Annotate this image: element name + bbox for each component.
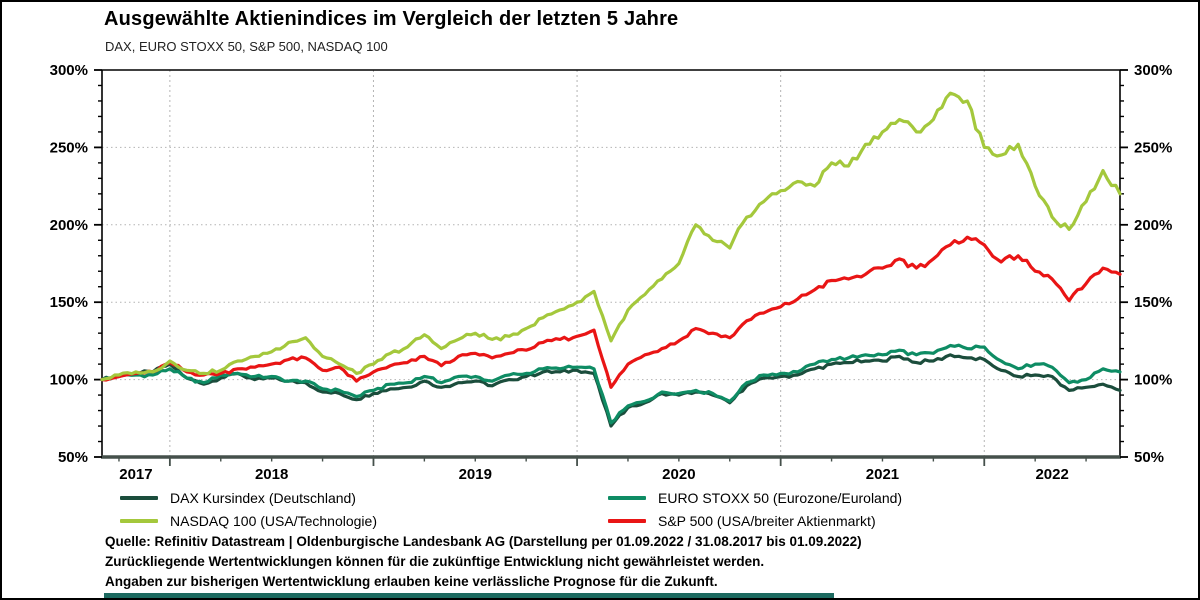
legend-swatch (120, 496, 158, 500)
series-line-2 (100, 343, 1122, 425)
legend-swatch (120, 519, 158, 523)
disclaimer-line-2: Angaben zur bisherigen Wertentwicklung e… (105, 574, 718, 589)
legend-label: EURO STOXX 50 (Eurozone/Euroland) (658, 490, 903, 506)
svg-text:2021: 2021 (866, 466, 899, 483)
legend-swatch (608, 519, 646, 523)
svg-text:250%: 250% (1134, 139, 1172, 156)
legend-item: DAX Kursindex (Deutschland) (120, 488, 608, 508)
series-line-3 (100, 235, 1122, 389)
disclaimer-line-1: Zurückliegende Wertentwicklungen können … (105, 554, 765, 569)
svg-text:200%: 200% (1134, 217, 1172, 234)
legend-swatch (608, 496, 646, 500)
svg-text:2017: 2017 (119, 466, 152, 483)
svg-text:100%: 100% (50, 372, 88, 389)
svg-text:2022: 2022 (1035, 466, 1068, 483)
page-title: Ausgewählte Aktienindices im Vergleich d… (104, 8, 679, 30)
svg-text:150%: 150% (50, 294, 88, 311)
legend-item: EURO STOXX 50 (Eurozone/Euroland) (608, 488, 1080, 508)
legend-item: NASDAQ 100 (USA/Technologie) (120, 511, 608, 531)
svg-text:50%: 50% (1134, 449, 1164, 466)
svg-text:300%: 300% (50, 62, 88, 79)
legend-item: S&P 500 (USA/breiter Aktienmarkt) (608, 511, 1080, 531)
legend-label: DAX Kursindex (Deutschland) (170, 490, 356, 506)
page-subtitle: DAX, EURO STOXX 50, S&P 500, NASDAQ 100 (105, 39, 388, 54)
svg-text:250%: 250% (50, 139, 88, 156)
series-line-1 (100, 353, 1122, 428)
svg-text:300%: 300% (1134, 62, 1172, 79)
svg-text:150%: 150% (1134, 294, 1172, 311)
svg-text:100%: 100% (1134, 372, 1172, 389)
source-line: Quelle: Refinitiv Datastream | Oldenburg… (105, 534, 862, 549)
legend-label: NASDAQ 100 (USA/Technologie) (170, 513, 377, 529)
svg-text:2018: 2018 (255, 466, 288, 483)
svg-text:50%: 50% (58, 449, 88, 466)
chart-legend: DAX Kursindex (Deutschland) EURO STOXX 50… (120, 488, 1080, 531)
svg-text:200%: 200% (50, 217, 88, 234)
svg-text:2019: 2019 (459, 466, 492, 483)
footer: Quelle: Refinitiv Datastream | Oldenburg… (105, 532, 862, 592)
teal-accent-bar (104, 593, 834, 598)
legend-label: S&P 500 (USA/breiter Aktienmarkt) (658, 513, 876, 529)
svg-text:2020: 2020 (662, 466, 695, 483)
series-line-4 (100, 91, 1122, 382)
